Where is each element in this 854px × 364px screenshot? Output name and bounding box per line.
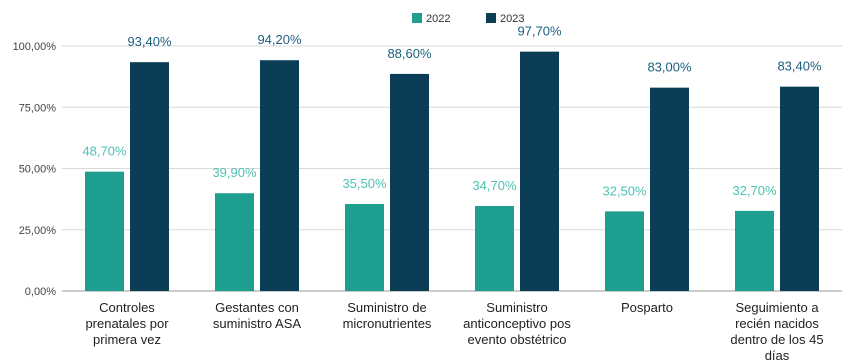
data-label-2022: 48,70% <box>82 144 127 159</box>
y-tick-label: 75,00% <box>19 102 57 114</box>
data-label-2022: 32,70% <box>732 183 777 198</box>
x-category-label: Posparto <box>621 300 673 315</box>
bar-2022 <box>85 171 124 291</box>
x-category-label: días <box>765 348 790 363</box>
x-category-label: Suministro <box>486 300 547 315</box>
x-category-label: dentro de los 45 <box>730 332 823 347</box>
data-label-2023: 93,40% <box>127 34 172 49</box>
bar-2022 <box>215 193 254 291</box>
legend-label-2022: 2022 <box>426 13 450 25</box>
data-label-2023: 97,70% <box>517 24 562 39</box>
data-labels: 48,70% 93,40% 39,90% 94,20% 35,50% 88,60% 34,7… <box>82 24 822 199</box>
bar-2023 <box>260 60 299 292</box>
data-label-2023: 83,00% <box>647 60 692 75</box>
bar-2022 <box>735 210 774 291</box>
data-label-2023: 94,20% <box>257 32 302 47</box>
data-label-2022: 39,90% <box>212 165 257 180</box>
bar-2023 <box>650 87 689 292</box>
y-tick-label: 100,00% <box>13 41 57 53</box>
x-category-label: micronutrientes <box>343 316 432 331</box>
data-label-2022: 32,50% <box>602 183 647 198</box>
bars <box>85 51 819 292</box>
gridlines <box>62 45 842 292</box>
data-label-2023: 83,40% <box>777 59 822 74</box>
bar-2023 <box>130 62 169 291</box>
bar-2022 <box>475 205 514 291</box>
bar-2023 <box>780 86 819 291</box>
x-category-label: Gestantes con <box>215 300 299 315</box>
x-category-label: Seguimiento a <box>735 300 819 315</box>
y-axis: 0,00% 25,00% 50,00% 75,00% 100,00% <box>13 41 57 298</box>
x-category-label: primera vez <box>93 332 161 347</box>
x-category-label: anticonceptivo pos <box>463 316 571 331</box>
bar-2022 <box>345 204 384 291</box>
x-category-label: suministro ASA <box>213 316 301 331</box>
bar-2023 <box>520 51 559 292</box>
x-category-label: recién nacidos <box>735 316 819 331</box>
legend-label-2023: 2023 <box>500 13 524 25</box>
bar-2023 <box>390 73 429 292</box>
x-category-label: evento obstétrico <box>467 332 566 347</box>
legend-swatch-2022 <box>412 13 422 23</box>
y-tick-label: 0,00% <box>25 286 56 298</box>
x-category-label: Controles <box>99 300 155 315</box>
y-tick-label: 25,00% <box>19 225 57 237</box>
y-tick-label: 50,00% <box>19 164 57 176</box>
data-label-2023: 88,60% <box>387 46 432 61</box>
x-category-label: prenatales por <box>85 316 169 331</box>
data-label-2022: 35,50% <box>342 176 387 191</box>
x-category-label: Suministro de <box>347 300 426 315</box>
bar-2022 <box>605 211 644 291</box>
data-label-2022: 34,70% <box>472 178 517 193</box>
legend: 2022 2023 <box>412 13 524 25</box>
legend-swatch-2023 <box>486 13 496 23</box>
